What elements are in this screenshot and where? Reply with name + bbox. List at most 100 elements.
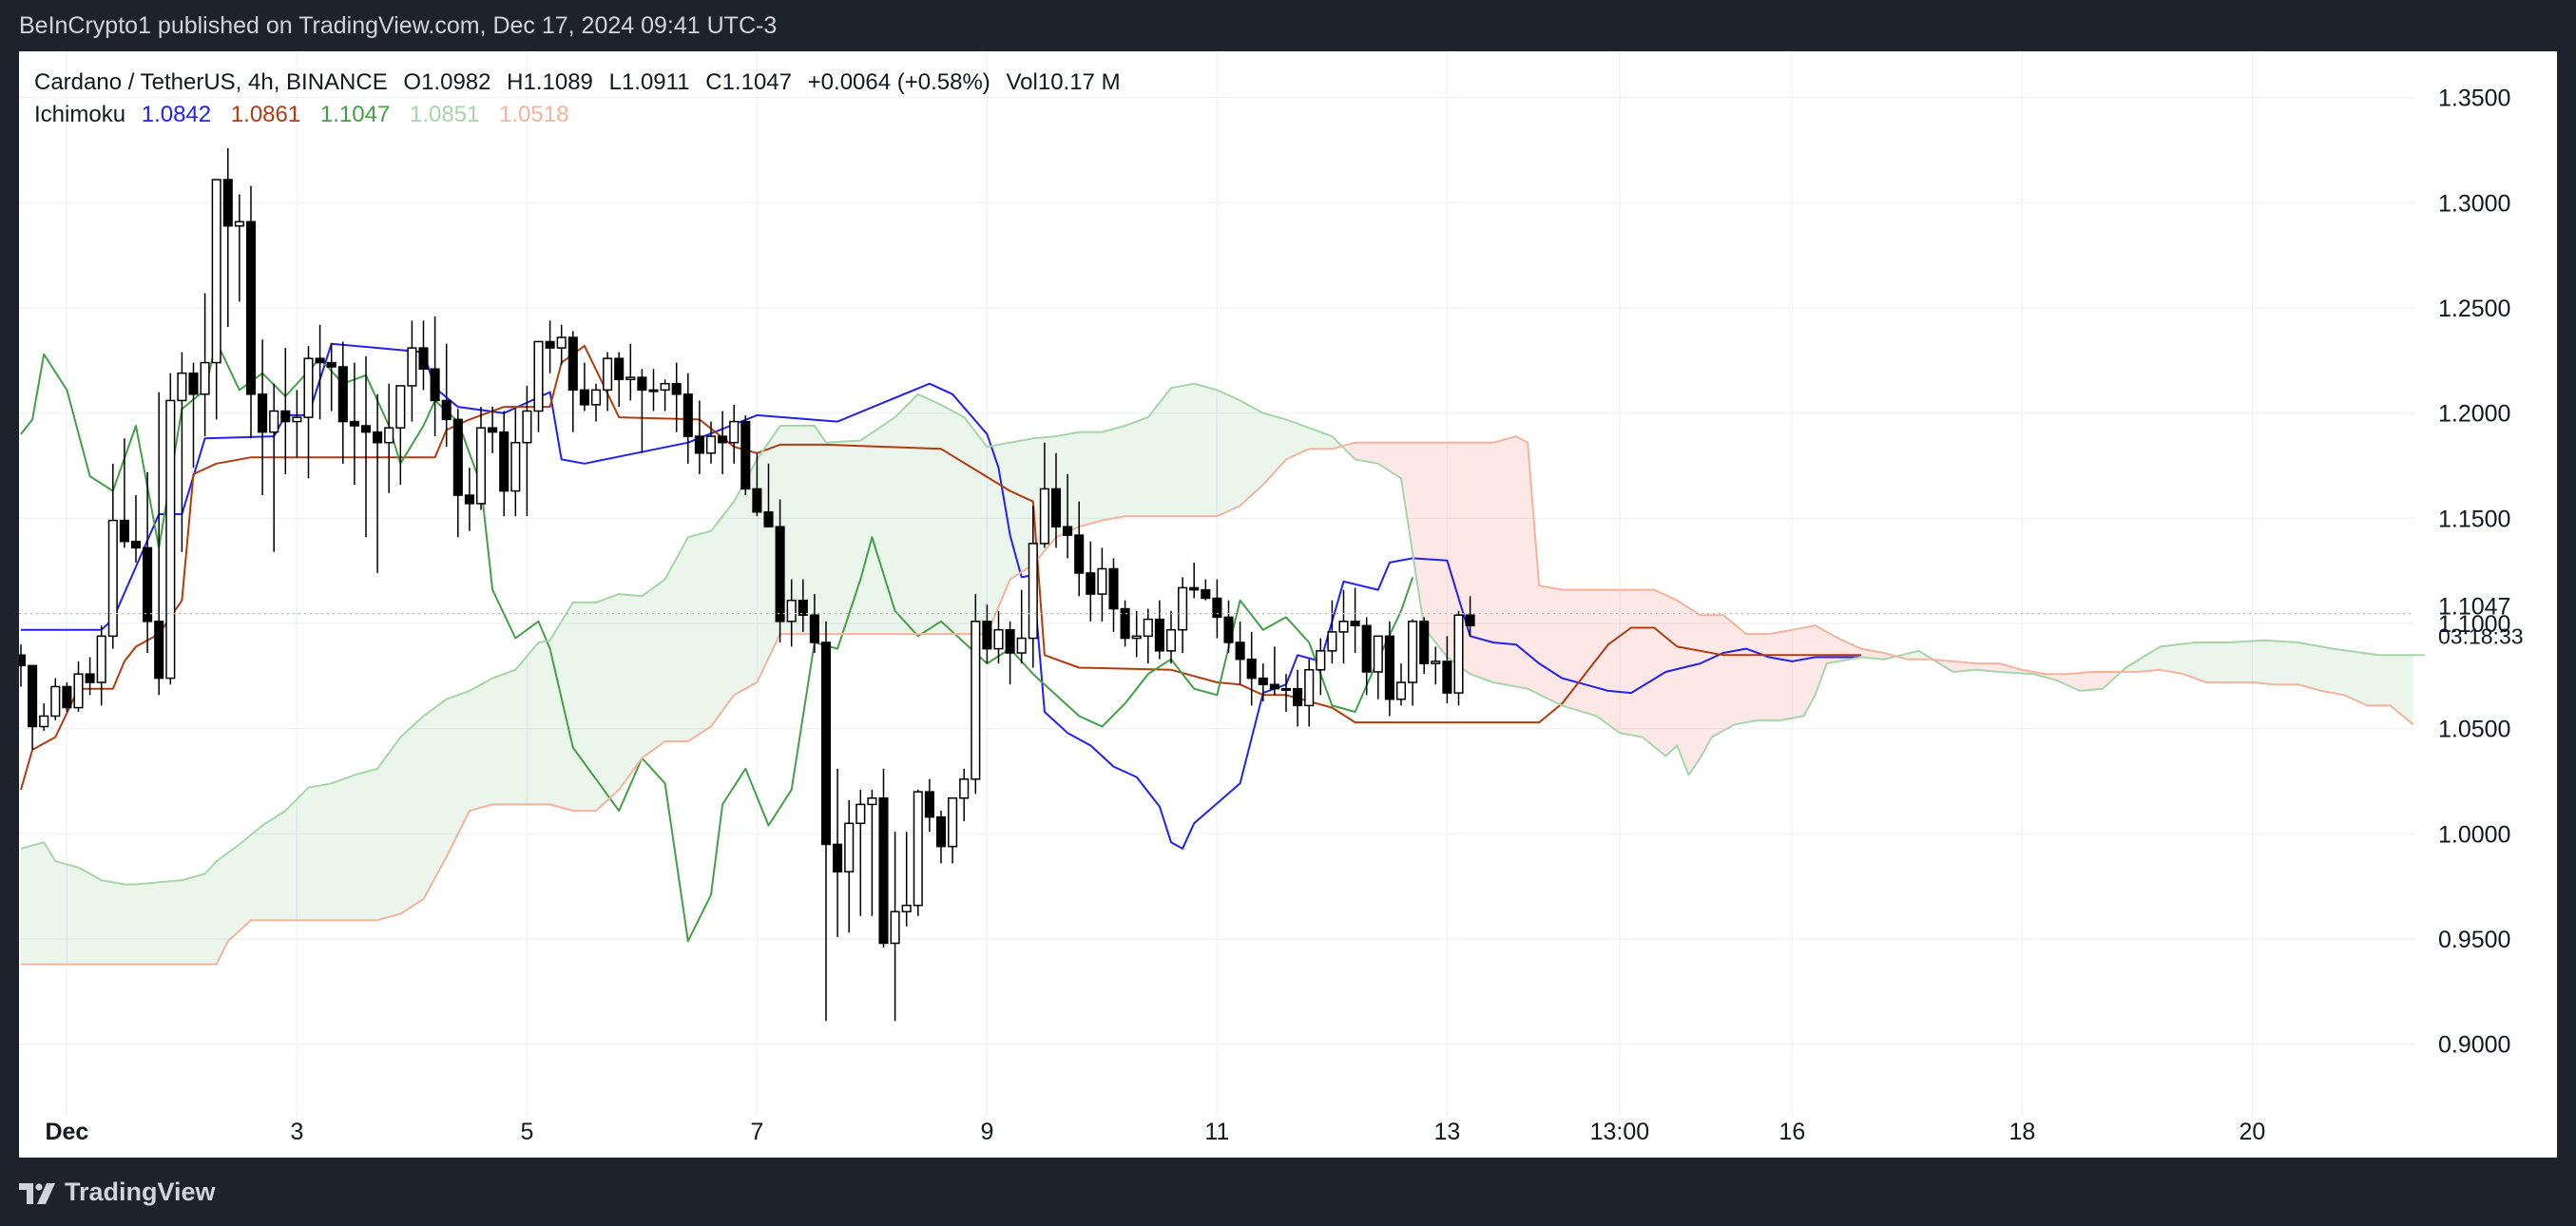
leading-span-A-line	[20, 382, 2425, 886]
time-axis[interactable]: Dec 3 5 7 9 11 13 13:00 16 18 20	[45, 1119, 2265, 1145]
candle-47	[556, 324, 567, 365]
candle-65	[763, 463, 774, 527]
candle-33	[395, 385, 406, 485]
candle-98	[1143, 608, 1153, 664]
candle-20	[245, 185, 257, 439]
candle-10	[130, 495, 142, 563]
candle-123	[1431, 646, 1441, 685]
candle-40	[475, 407, 487, 510]
candle-69	[809, 594, 819, 654]
y-tick-label-8: 1.3000	[2438, 190, 2510, 217]
candle-96	[1120, 600, 1130, 647]
y-tick-label-6: 1.2000	[2438, 401, 2510, 428]
candle-1	[28, 664, 38, 750]
candle-122	[1419, 617, 1430, 675]
conversion-line-value: 1.0842	[141, 102, 212, 127]
candle-82	[959, 768, 970, 822]
candle-77	[901, 832, 912, 927]
candle-110	[1280, 674, 1292, 713]
candle-107	[1246, 631, 1257, 706]
y-tick-label-7: 1.2500	[2438, 296, 2510, 322]
candle-88	[1028, 506, 1038, 668]
x-tick-label-6: 13	[1433, 1119, 1460, 1145]
candle-108	[1258, 663, 1268, 701]
y-tick-label-4: 1.1000	[2438, 611, 2510, 638]
publication-header: BeInCrypto1 published on TradingView.com…	[0, 0, 2576, 51]
candle-81	[948, 797, 958, 864]
symbol-legend-row: Cardano / TetherUS, 4h, BINANCE O1.0982 …	[34, 67, 1130, 99]
volume: Vol10.17 M	[1006, 69, 1121, 95]
candle-109	[1269, 646, 1279, 696]
cloud-region-0	[21, 383, 1344, 965]
candle-15	[188, 362, 199, 469]
candle-116	[1350, 587, 1360, 654]
candle-126	[1465, 596, 1475, 637]
x-tick-label-2: 5	[520, 1119, 533, 1145]
candle-25	[303, 345, 314, 479]
candle-31	[373, 393, 383, 573]
x-tick-label-4: 9	[980, 1119, 993, 1145]
ohlc-low: L1.0911	[608, 69, 690, 95]
candle-95	[1108, 558, 1119, 632]
candle-100	[1165, 610, 1177, 664]
x-tick-label-3: 7	[750, 1119, 763, 1145]
candle-105	[1223, 600, 1234, 654]
candle-55	[648, 369, 659, 412]
candle-51	[603, 352, 613, 412]
candle-44	[522, 385, 532, 517]
candle-84	[982, 604, 992, 664]
candle-70	[820, 621, 832, 1022]
candle-103	[1201, 579, 1211, 601]
candle-106	[1235, 621, 1245, 685]
candle-43	[510, 409, 521, 517]
candle-66	[775, 499, 785, 642]
price-chart[interactable]: 0.9000 0.9500 1.0000 1.0500 1.1000 1.1500 1.20…	[19, 51, 2557, 1158]
indicator-legend-row[interactable]: Ichimoku 1.0842 1.0861 1.1047 1.0851 1.0…	[34, 99, 1130, 131]
candle-67	[786, 579, 797, 647]
ohlc-open: O1.0982	[403, 69, 491, 95]
x-tick-label-9: 18	[2009, 1119, 2035, 1145]
candle-6	[85, 657, 95, 696]
candle-36	[430, 316, 440, 437]
candle-26	[315, 324, 325, 420]
symbol-title: Cardano / TetherUS, 4h, BINANCE	[34, 69, 388, 95]
candle-120	[1395, 663, 1407, 706]
candle-83	[971, 594, 981, 795]
candle-50	[590, 383, 602, 422]
candle-12	[154, 392, 164, 696]
candle-62	[729, 404, 740, 464]
candle-91	[1063, 473, 1073, 559]
candle-16	[200, 293, 210, 437]
candle-112	[1304, 659, 1315, 727]
publication-info: BeInCrypto1 published on TradingView.com…	[19, 12, 778, 39]
candle-93	[1086, 541, 1096, 622]
candle-97	[1131, 610, 1142, 658]
leading-span-b-value: 1.0518	[499, 102, 569, 127]
candle-60	[705, 421, 717, 464]
candle-2	[39, 703, 49, 731]
candle-58	[682, 373, 693, 464]
candles	[19, 147, 1475, 1022]
x-tick-label-8: 16	[1778, 1119, 1805, 1145]
candle-78	[913, 789, 923, 916]
candle-18	[222, 147, 233, 327]
y-tick-label-1: 0.9500	[2438, 927, 2510, 953]
x-tick-label-1: 3	[290, 1119, 303, 1145]
candle-68	[798, 579, 808, 632]
candle-113	[1316, 638, 1326, 696]
tradingview-brand[interactable]: TradingView	[19, 1176, 216, 1208]
leading-span-a-value: 1.0851	[409, 102, 480, 127]
candle-92	[1074, 501, 1085, 597]
indicator-name[interactable]: Ichimoku	[34, 102, 126, 127]
candle-21	[258, 339, 268, 496]
candle-17	[211, 179, 221, 420]
x-tick-label-10: 20	[2239, 1119, 2265, 1145]
chart-panel[interactable]: 0.9000 0.9500 1.0000 1.0500 1.1000 1.1500 1.20…	[19, 51, 2557, 1158]
candle-9	[119, 438, 129, 548]
price-axis[interactable]: 0.9000 0.9500 1.0000 1.0500 1.1000 1.1500 1.20…	[2438, 86, 2524, 1059]
x-tick-label-5: 11	[1204, 1119, 1229, 1145]
candle-8	[107, 463, 118, 649]
candle-72	[844, 799, 855, 933]
candle-86	[1005, 621, 1015, 685]
candle-57	[671, 362, 682, 432]
